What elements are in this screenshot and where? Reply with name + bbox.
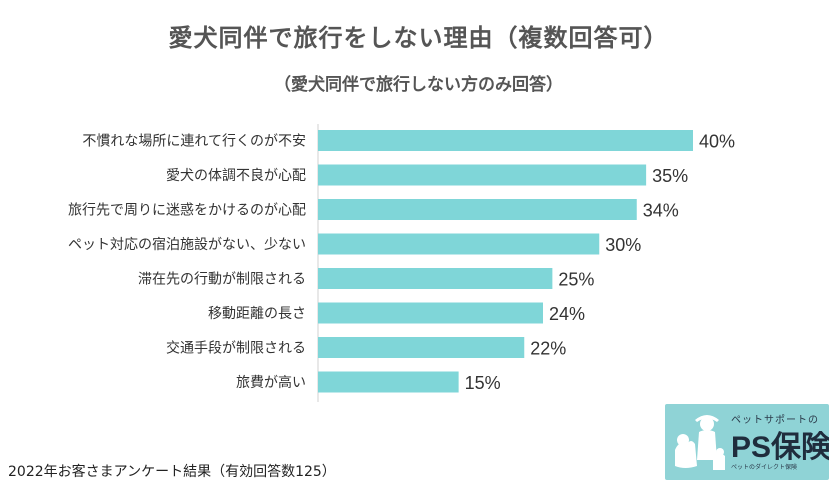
bar-2: [318, 164, 647, 186]
value-label-4: 30%: [605, 235, 641, 255]
bar-8: [318, 371, 459, 393]
logo-subtitle: ペットサポートの: [731, 415, 819, 426]
chart-subtitle: （愛犬同伴で旅行しない方のみ回答）: [274, 75, 563, 95]
category-label-2: 愛犬の体調不良が心配: [166, 168, 306, 184]
value-label-8: 15%: [465, 373, 501, 393]
value-label-3: 34%: [643, 201, 679, 221]
category-label-7: 交通手段が制限される: [166, 340, 306, 357]
bar-7: [318, 337, 525, 358]
value-label-7: 22%: [530, 339, 566, 359]
bar-5: [318, 268, 553, 289]
category-label-4: ペット対応の宿泊施設がない、少ない: [68, 236, 306, 253]
dog-owner-illustration-icon: [675, 415, 725, 470]
category-label-1: 不慣れな場所に連れて行くのが不安: [82, 133, 306, 150]
value-label-1: 40%: [699, 132, 735, 152]
category-label-3: 旅行先で周りに迷惑をかけるのが心配: [68, 203, 306, 219]
logo-tagline: ペットのダイレクト保険: [731, 464, 798, 471]
bar-1: [318, 130, 693, 151]
category-label-6: 移動距離の長さ: [208, 305, 306, 322]
value-label-2: 35%: [652, 166, 688, 186]
survey-footnote: 2022年お客さまアンケート結果（有効回答数125）: [8, 464, 336, 480]
category-label-5: 滞在先の行動が制限される: [138, 272, 306, 288]
bars-layer: 不慣れな場所に連れて行くのが不安 40% 愛犬の体調不良が心配 35% 旅行先で周りに迷…: [68, 130, 735, 393]
chart-title: 愛犬同伴で旅行をしない理由（複数回答可）: [168, 24, 669, 52]
bar-6: [318, 302, 543, 324]
bar-3: [318, 199, 637, 220]
value-label-6: 24%: [549, 304, 585, 324]
bar-4: [318, 233, 600, 255]
value-label-5: 25%: [558, 270, 594, 290]
ps-insurance-logo: ペットサポートの PS保険 ペットのダイレクト保険: [665, 404, 829, 480]
logo-name: PS保険: [731, 431, 829, 464]
category-label-8: 旅費が高い: [236, 374, 306, 391]
